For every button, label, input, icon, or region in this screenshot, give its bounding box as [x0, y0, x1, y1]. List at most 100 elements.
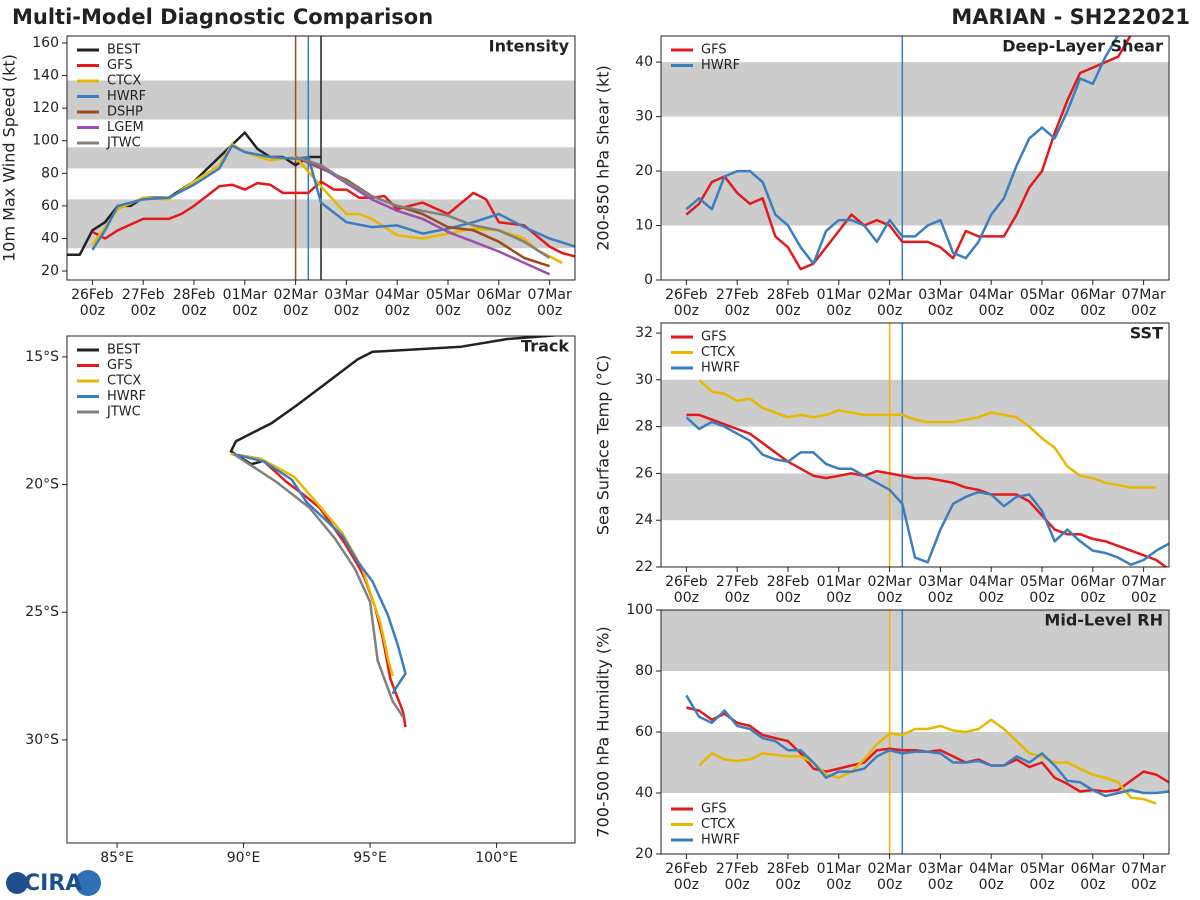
x-tick-label: 05Mar 00z	[425, 287, 471, 319]
series-line	[229, 336, 563, 466]
legend-label: HWRF	[107, 389, 146, 404]
y-tick-label: 20	[635, 846, 653, 862]
legend-label: GFS	[701, 802, 727, 817]
legend-label: BEST	[107, 43, 140, 58]
x-tick-label: 07Mar 00z	[1121, 287, 1166, 319]
panel	[67, 36, 575, 280]
legend-label: HWRF	[701, 361, 740, 376]
x-tick-label: 26Feb 00z	[665, 574, 708, 606]
y-tick-label: 22	[635, 559, 653, 575]
series-line	[295, 155, 551, 276]
storm-id: MARIAN - SH222021	[951, 5, 1190, 29]
x-tick-label: 03Mar 00z	[918, 861, 963, 893]
y-tick-label: 80	[635, 663, 653, 679]
x-tick-label: 04Mar 00z	[375, 287, 420, 319]
y-axis-label: 10m Max Wind Speed (kt)	[0, 54, 19, 262]
panel-title: Intensity	[489, 37, 570, 56]
y-tick-label: 10	[635, 218, 653, 234]
panel-title: Deep-Layer Shear	[1002, 37, 1163, 56]
plot-frame	[660, 322, 1170, 568]
legend-label: JTWC	[106, 136, 141, 151]
legend-label: LGEM	[107, 120, 144, 135]
x-tick-label: 04Mar 00z	[969, 287, 1014, 319]
y-tick-label: 140	[32, 68, 59, 84]
x-tick-label: 01Mar 00z	[222, 287, 267, 319]
y-tick-label: 20	[635, 163, 653, 179]
x-tick-label: 01Mar 00z	[816, 861, 861, 893]
x-tick-label: 06Mar 00z	[476, 287, 521, 319]
y-tick-label: 100	[32, 133, 59, 149]
y-tick-label: 160	[32, 35, 59, 51]
x-tick-label: 26Feb 00z	[71, 287, 114, 319]
x-tick-label: 85°E	[100, 850, 134, 866]
x-tick-label: 28Feb 00z	[172, 287, 216, 319]
x-tick-label: 03Mar 00z	[324, 287, 369, 319]
panel-title: Track	[521, 337, 569, 356]
page-title: Multi-Model Diagnostic Comparison	[12, 5, 433, 29]
logo: CIRA	[6, 870, 101, 896]
x-tick-label: 05Mar 00z	[1019, 574, 1065, 606]
legend-label: CTCX	[701, 817, 735, 832]
y-tick-label: 30°S	[25, 732, 59, 748]
series-line	[230, 452, 395, 677]
x-tick-label: 05Mar 00z	[1019, 861, 1065, 893]
y-tick-label: 32	[635, 325, 653, 341]
x-tick-label: 95°E	[353, 850, 387, 866]
x-tick-label: 07Mar 00z	[527, 287, 572, 319]
x-tick-label: 02Mar 00z	[273, 287, 318, 319]
x-tick-label: 28Feb 00z	[766, 574, 810, 606]
y-tick-label: 60	[635, 724, 653, 740]
panel-title: SST	[1130, 324, 1163, 343]
series-line	[698, 378, 1157, 489]
series-line	[230, 452, 407, 728]
series-line	[91, 144, 575, 251]
shade-band	[661, 732, 1169, 793]
x-tick-label: 03Mar 00z	[918, 574, 963, 606]
panel	[661, 36, 1169, 280]
x-tick-label: 02Mar 00z	[867, 861, 912, 893]
y-axis-label: 700-500 hPa Humidity (%)	[594, 626, 613, 837]
y-tick-label: 100	[626, 602, 653, 618]
x-tick-label: 27Feb 00z	[121, 287, 165, 319]
y-tick-label: 26	[635, 465, 653, 481]
x-tick-label: 05Mar 00z	[1019, 287, 1065, 319]
x-tick-label: 28Feb 00z	[766, 861, 810, 893]
y-tick-label: 20	[41, 263, 59, 279]
shade-band	[661, 171, 1169, 226]
series-line	[295, 155, 551, 260]
logo-text: CIRA	[24, 871, 82, 896]
x-tick-label: 03Mar 00z	[918, 287, 963, 319]
x-tick-label: 100°E	[475, 850, 518, 866]
y-tick-label: 40	[635, 54, 653, 70]
panel	[661, 323, 1169, 567]
legend-label: CTCX	[701, 345, 735, 360]
y-tick-label: 60	[41, 198, 59, 214]
legend-label: HWRF	[107, 89, 146, 104]
y-tick-label: 24	[635, 512, 653, 528]
y-tick-label: 30	[635, 372, 653, 388]
x-tick-label: 07Mar 00z	[1121, 861, 1166, 893]
x-tick-label: 02Mar 00z	[867, 574, 912, 606]
shade-band	[661, 610, 1169, 671]
panel-title: Mid-Level RH	[1044, 611, 1163, 630]
legend-label: BEST	[107, 343, 140, 358]
series-line	[685, 36, 1132, 271]
legend-label: CTCX	[107, 374, 141, 389]
legend-label: GFS	[107, 58, 133, 73]
y-tick-label: 80	[41, 165, 59, 181]
legend-label: GFS	[701, 330, 727, 345]
series-line	[686, 413, 1168, 567]
series-line	[685, 416, 1169, 566]
legend-label: HWRF	[701, 833, 740, 848]
x-tick-label: 27Feb 00z	[715, 574, 759, 606]
legend-label: GFS	[701, 43, 727, 58]
x-tick-label: 01Mar 00z	[816, 287, 861, 319]
legend-label: JTWC	[106, 405, 141, 420]
series-line	[685, 694, 1169, 798]
x-tick-label: 04Mar 00z	[969, 861, 1014, 893]
series-line	[233, 452, 407, 695]
shade-band	[661, 473, 1169, 521]
x-tick-label: 02Mar 00z	[867, 287, 912, 319]
x-tick-label: 27Feb 00z	[715, 287, 759, 319]
